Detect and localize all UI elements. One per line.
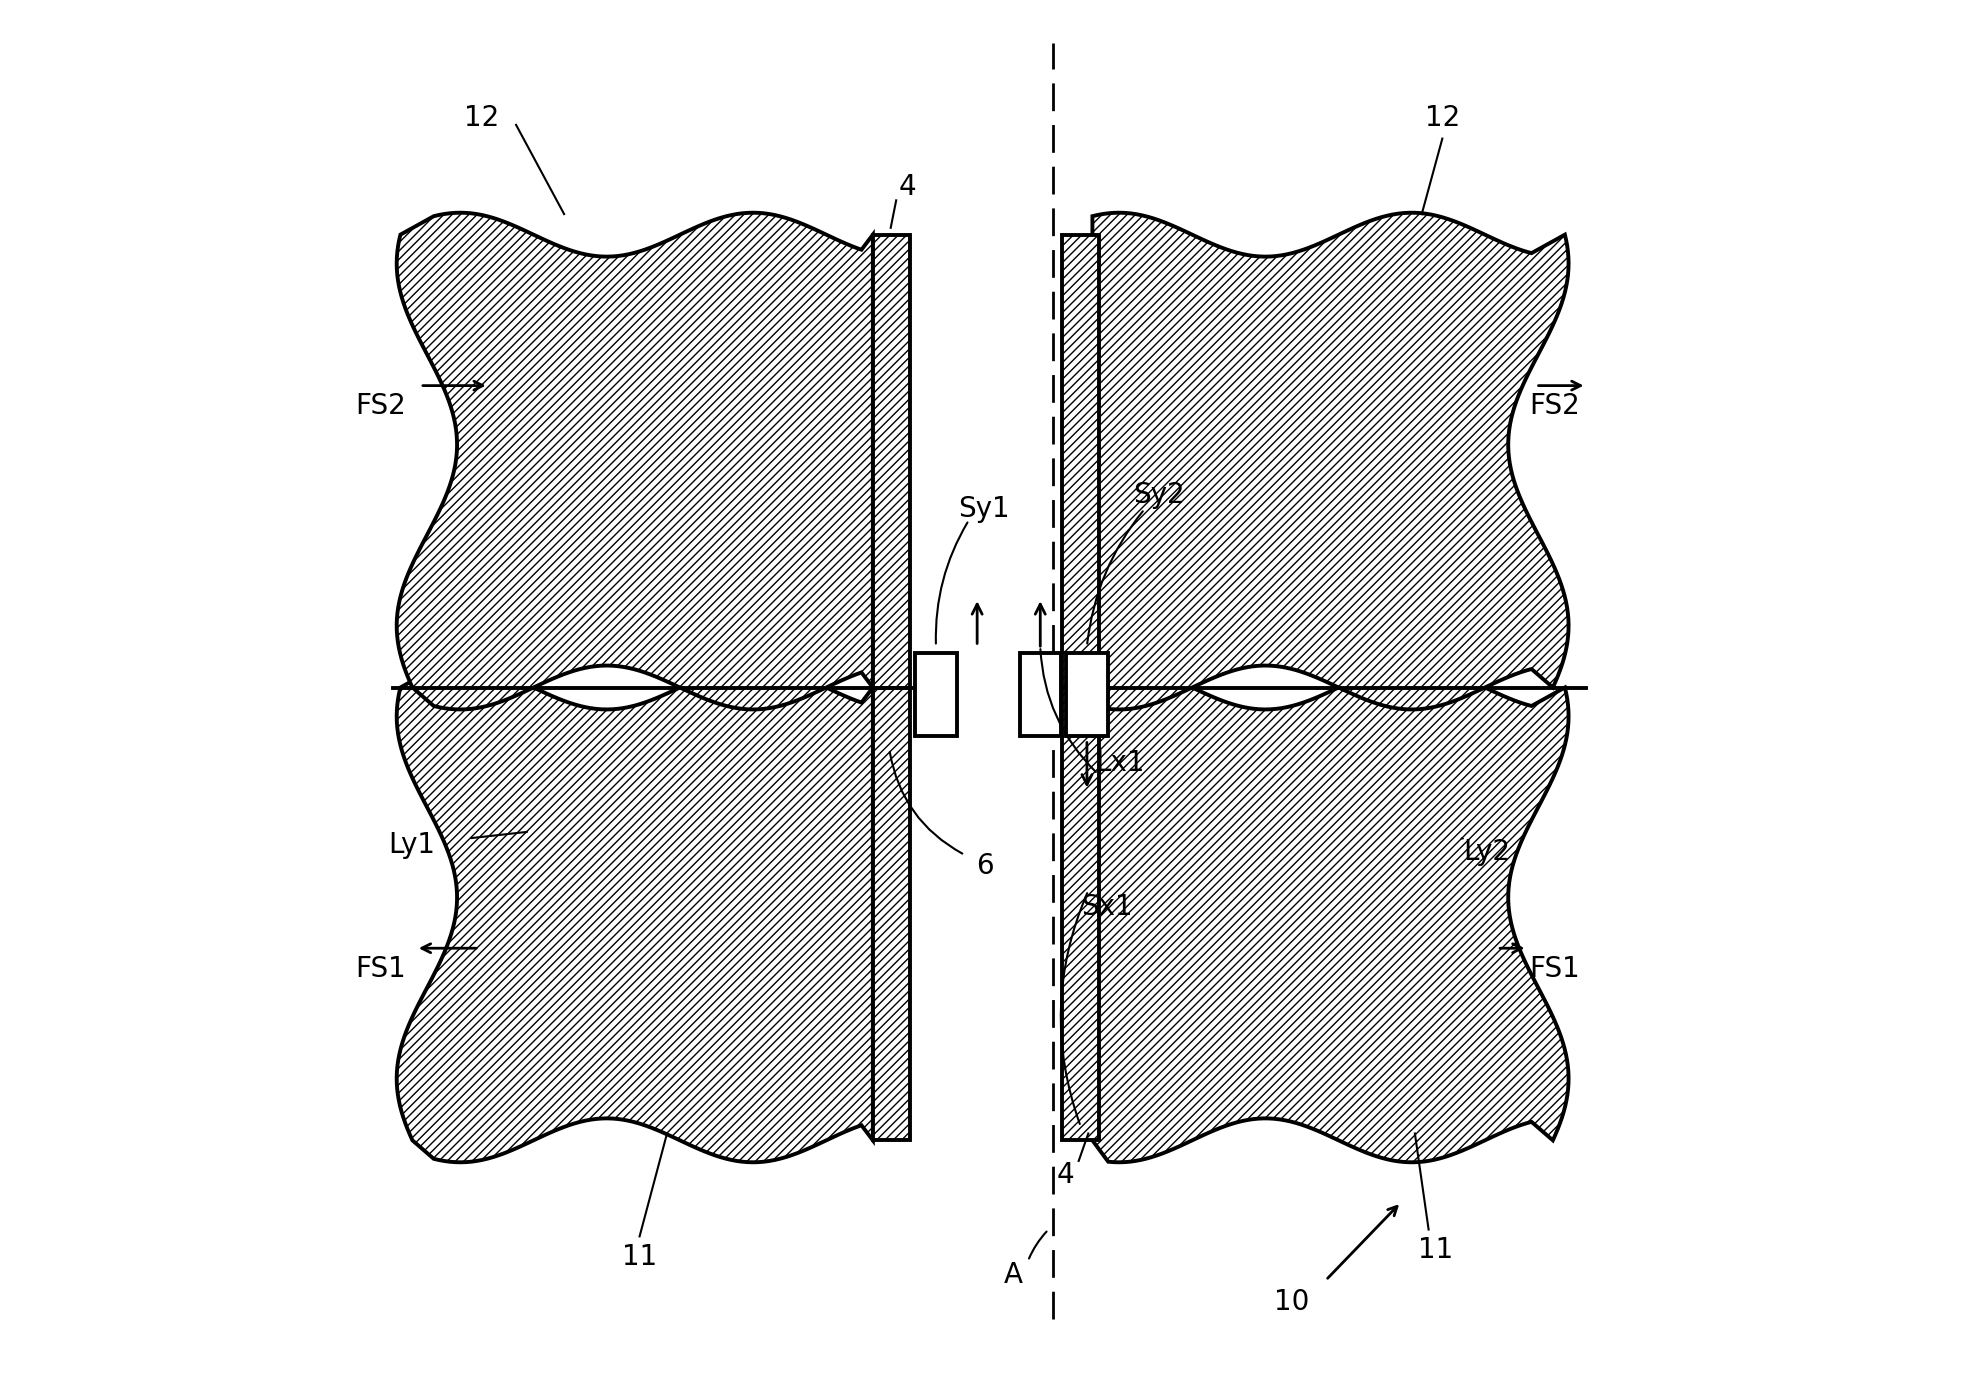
Text: Sy2: Sy2 [1134, 481, 1185, 509]
Bar [916, 653, 956, 736]
Bar [1063, 235, 1098, 688]
Text: 6: 6 [976, 852, 993, 880]
Text: Lx1: Lx1 [1094, 749, 1144, 777]
PathPatch shape [396, 666, 873, 1162]
Text: FS2: FS2 [1530, 392, 1579, 421]
Text: Sx1: Sx1 [1081, 892, 1134, 921]
Text: FS1: FS1 [1530, 954, 1579, 983]
Text: Ly2: Ly2 [1462, 839, 1510, 866]
Bar [1019, 653, 1061, 736]
Text: Sy1: Sy1 [958, 495, 1009, 522]
Text: Ly1: Ly1 [388, 832, 435, 859]
PathPatch shape [1092, 213, 1569, 710]
Bar [1063, 688, 1098, 1140]
Text: 11: 11 [621, 1243, 657, 1270]
Text: 4: 4 [1057, 1160, 1075, 1188]
Text: 11: 11 [1417, 1236, 1453, 1264]
Bar [873, 235, 910, 688]
Text: A: A [1003, 1261, 1023, 1288]
Bar [1067, 653, 1108, 736]
PathPatch shape [396, 213, 873, 710]
Text: FS2: FS2 [356, 392, 406, 421]
PathPatch shape [1092, 666, 1569, 1162]
Text: 4: 4 [898, 173, 916, 201]
Text: 12: 12 [1425, 104, 1461, 132]
Text: 12: 12 [465, 104, 499, 132]
Text: FS1: FS1 [356, 954, 406, 983]
Bar [873, 688, 910, 1140]
Text: 10: 10 [1274, 1288, 1308, 1316]
